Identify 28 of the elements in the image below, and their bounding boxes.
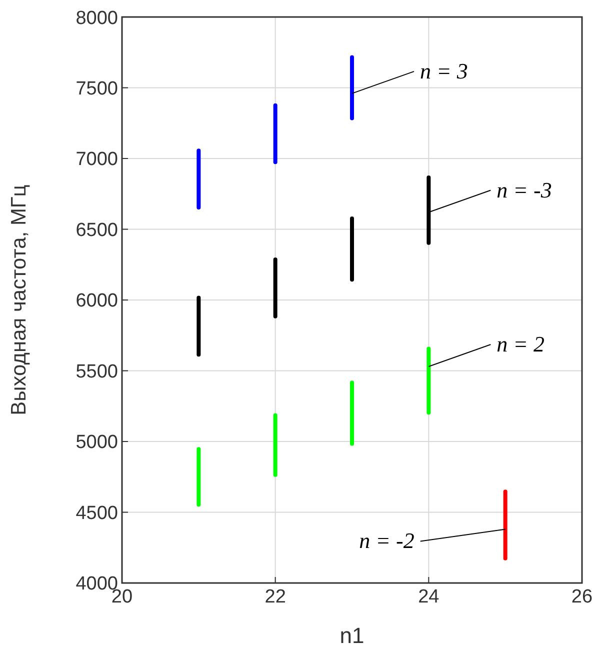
x-tick-label: 26: [571, 586, 593, 608]
bar: [426, 346, 431, 415]
bar: [273, 413, 278, 477]
y-tick-label: 7500: [76, 78, 118, 100]
annotation: n = -3: [496, 177, 552, 202]
bar: [196, 447, 201, 507]
bar: [273, 258, 278, 318]
y-tick-label: 8000: [76, 8, 118, 29]
annotation: n = -2: [359, 528, 414, 554]
x-tick-label: 24: [418, 586, 440, 608]
y-tick-label: 4500: [76, 502, 118, 524]
bar: [503, 490, 508, 560]
y-tick-label: 6500: [76, 220, 118, 241]
x-tick-label: 22: [264, 586, 286, 608]
annotation: n = 3: [420, 58, 468, 84]
y-tick-label: 6000: [76, 290, 118, 312]
bar: [273, 103, 278, 164]
bar: [196, 148, 201, 210]
annotation: n = 2: [496, 332, 545, 357]
y-tick-label: 5500: [76, 361, 118, 382]
y-tick-label: 7000: [76, 149, 118, 170]
bar: [350, 216, 354, 282]
y-axis-title: Выходная частота, МГц: [7, 184, 30, 416]
y-tick-label: 5000: [76, 432, 118, 454]
bar: [196, 296, 201, 357]
x-axis-title: n1: [340, 623, 364, 648]
bar: [350, 55, 354, 120]
bar: [350, 380, 354, 446]
